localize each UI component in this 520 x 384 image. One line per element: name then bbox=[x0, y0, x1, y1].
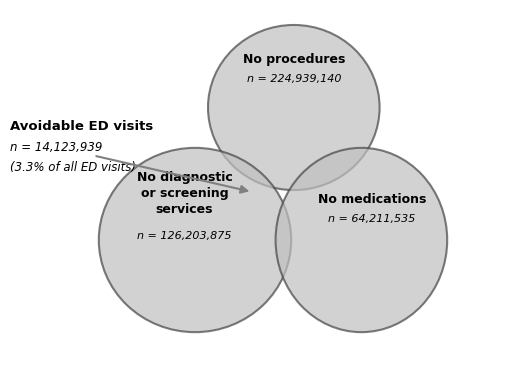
Text: (3.3% of all ED visits): (3.3% of all ED visits) bbox=[10, 161, 136, 174]
Ellipse shape bbox=[276, 148, 447, 332]
Text: n = 64,211,535: n = 64,211,535 bbox=[328, 214, 415, 224]
Text: n = 126,203,875: n = 126,203,875 bbox=[137, 231, 232, 241]
Ellipse shape bbox=[208, 25, 380, 190]
Text: No medications: No medications bbox=[318, 193, 426, 206]
Text: No diagnostic
or screening
services: No diagnostic or screening services bbox=[137, 171, 232, 217]
Text: n = 14,123,939: n = 14,123,939 bbox=[10, 141, 103, 154]
Ellipse shape bbox=[99, 148, 291, 332]
Text: n = 224,939,140: n = 224,939,140 bbox=[246, 74, 341, 84]
Text: No procedures: No procedures bbox=[243, 53, 345, 66]
Text: Avoidable ED visits: Avoidable ED visits bbox=[10, 120, 153, 133]
